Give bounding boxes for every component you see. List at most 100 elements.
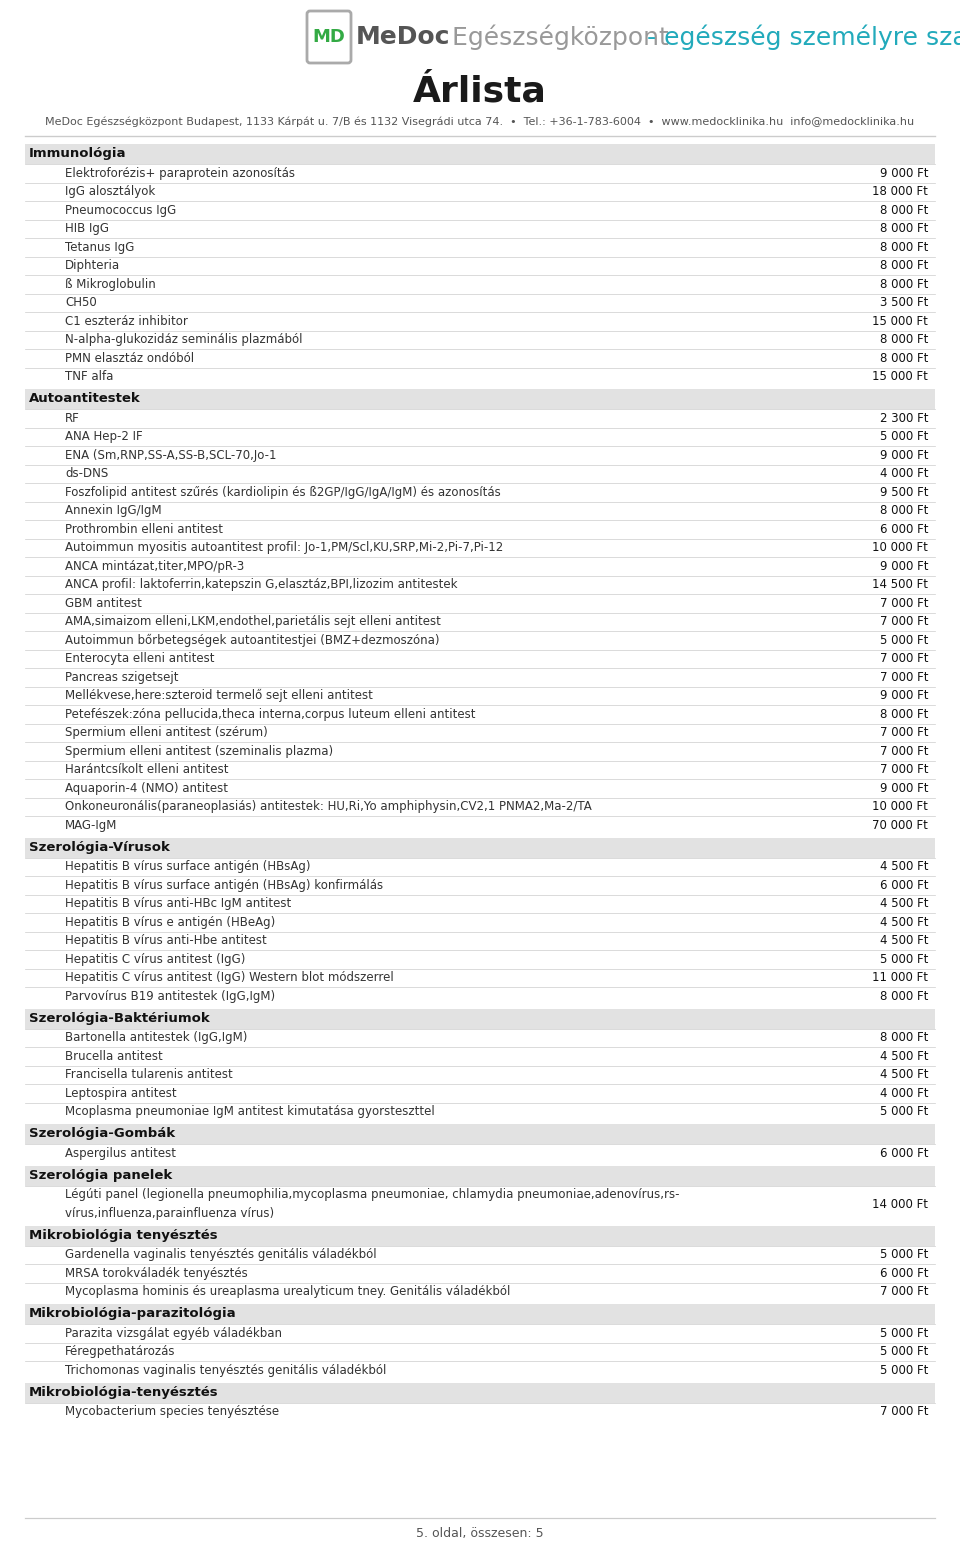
Text: Parazita vizsgálat egyéb váladékban: Parazita vizsgálat egyéb váladékban xyxy=(65,1327,282,1339)
Text: Trichomonas vaginalis tenyésztés genitális váladékból: Trichomonas vaginalis tenyésztés genitál… xyxy=(65,1364,386,1376)
Text: 6 000 Ft: 6 000 Ft xyxy=(879,523,928,536)
Text: Leptospira antitest: Leptospira antitest xyxy=(65,1087,177,1099)
Text: MRSA torokváladék tenyésztés: MRSA torokváladék tenyésztés xyxy=(65,1266,248,1280)
Text: Immunológia: Immunológia xyxy=(29,147,127,161)
Text: 8 000 Ft: 8 000 Ft xyxy=(879,204,928,217)
Text: Árlista: Árlista xyxy=(413,74,547,108)
Text: Szerológia-Vírusok: Szerológia-Vírusok xyxy=(29,841,170,854)
Text: Hepatitis B vírus anti-HBc IgM antitest: Hepatitis B vírus anti-HBc IgM antitest xyxy=(65,898,291,910)
Text: ENA (Sm,RNP,SS-A,SS-B,SCL-70,Jo-1: ENA (Sm,RNP,SS-A,SS-B,SCL-70,Jo-1 xyxy=(65,449,276,461)
Text: Aspergilus antitest: Aspergilus antitest xyxy=(65,1147,176,1159)
Text: 5. oldal, összesen: 5: 5. oldal, összesen: 5 xyxy=(417,1526,543,1540)
Text: Mycobacterium species tenyésztése: Mycobacterium species tenyésztése xyxy=(65,1406,279,1418)
Text: - egészség személyre szabva: - egészség személyre szabva xyxy=(639,25,960,50)
Text: 8 000 Ft: 8 000 Ft xyxy=(879,707,928,721)
Text: ANCA profil: laktoferrin,katepszin G,elasztáz,BPI,lizozim antitestek: ANCA profil: laktoferrin,katepszin G,ela… xyxy=(65,579,458,591)
Bar xyxy=(25,837,935,858)
Text: Enterocyta elleni antitest: Enterocyta elleni antitest xyxy=(65,652,214,666)
Text: MeDoc: MeDoc xyxy=(356,25,450,50)
Text: 5 000 Ft: 5 000 Ft xyxy=(879,430,928,443)
Text: Brucella antitest: Brucella antitest xyxy=(65,1050,163,1063)
Text: 4 000 Ft: 4 000 Ft xyxy=(879,1087,928,1099)
Text: N-alpha-glukozidáz seminális plazmából: N-alpha-glukozidáz seminális plazmából xyxy=(65,333,302,347)
Text: 9 000 Ft: 9 000 Ft xyxy=(879,167,928,180)
Text: 8 000 Ft: 8 000 Ft xyxy=(879,1031,928,1045)
Text: 3 500 Ft: 3 500 Ft xyxy=(879,296,928,310)
Text: Annexin IgG/IgM: Annexin IgG/IgM xyxy=(65,505,161,517)
Text: Francisella tularenis antitest: Francisella tularenis antitest xyxy=(65,1068,232,1081)
Bar xyxy=(25,1166,935,1186)
Text: MAG-IgM: MAG-IgM xyxy=(65,819,117,831)
Text: 8 000 Ft: 8 000 Ft xyxy=(879,351,928,365)
Text: Spermium elleni antitest (szeminalis plazma): Spermium elleni antitest (szeminalis pla… xyxy=(65,745,333,759)
Text: 2 300 Ft: 2 300 Ft xyxy=(879,412,928,424)
Text: Elektroforézis+ paraprotein azonosítás: Elektroforézis+ paraprotein azonosítás xyxy=(65,167,295,180)
Text: vírus,influenza,parainfluenza vírus): vírus,influenza,parainfluenza vírus) xyxy=(65,1207,275,1220)
Text: 4 500 Ft: 4 500 Ft xyxy=(879,1068,928,1081)
Text: GBM antitest: GBM antitest xyxy=(65,596,142,610)
Text: 7 000 Ft: 7 000 Ft xyxy=(879,652,928,666)
Text: 9 000 Ft: 9 000 Ft xyxy=(879,782,928,794)
Text: HIB IgG: HIB IgG xyxy=(65,223,109,235)
Text: Mikrobiológia-parazitológia: Mikrobiológia-parazitológia xyxy=(29,1308,236,1320)
Text: 8 000 Ft: 8 000 Ft xyxy=(879,259,928,272)
Text: MD: MD xyxy=(313,28,346,46)
Text: Mycoplasma hominis és ureaplasma urealyticum tney. Genitális váladékból: Mycoplasma hominis és ureaplasma urealyt… xyxy=(65,1285,511,1299)
Text: Gardenella vaginalis tenyésztés genitális váladékból: Gardenella vaginalis tenyésztés genitáli… xyxy=(65,1248,376,1262)
Text: Mcoplasma pneumoniae IgM antitest kimutatása gyorsteszttel: Mcoplasma pneumoniae IgM antitest kimuta… xyxy=(65,1105,435,1118)
Text: 5 000 Ft: 5 000 Ft xyxy=(879,633,928,647)
Text: 9 500 Ft: 9 500 Ft xyxy=(879,486,928,498)
Text: MeDoc Egészségközpont Budapest, 1133 Kárpát u. 7/B és 1132 Visegrádi utca 74.  •: MeDoc Egészségközpont Budapest, 1133 Kár… xyxy=(45,116,915,127)
Text: Parvovírus B19 antitestek (IgG,IgM): Parvovírus B19 antitestek (IgG,IgM) xyxy=(65,989,276,1003)
Text: 6 000 Ft: 6 000 Ft xyxy=(879,1147,928,1159)
Text: 7 000 Ft: 7 000 Ft xyxy=(879,763,928,776)
Text: 18 000 Ft: 18 000 Ft xyxy=(872,186,928,198)
Text: Szerológia-Gombák: Szerológia-Gombák xyxy=(29,1127,175,1141)
Text: Diphteria: Diphteria xyxy=(65,259,120,272)
Text: Hepatitis C vírus antitest (IgG) Western blot módszerrel: Hepatitis C vírus antitest (IgG) Western… xyxy=(65,971,394,985)
Bar xyxy=(25,1303,935,1324)
Text: 4 500 Ft: 4 500 Ft xyxy=(879,898,928,910)
Text: 7 000 Ft: 7 000 Ft xyxy=(879,745,928,759)
Text: Onkoneuronális(paraneoplasiás) antitestek: HU,Ri,Yo amphiphysin,CV2,1 PNMA2,Ma-2: Onkoneuronális(paraneoplasiás) antiteste… xyxy=(65,800,591,813)
Text: 7 000 Ft: 7 000 Ft xyxy=(879,596,928,610)
Text: Hepatitis B vírus surface antigén (HBsAg): Hepatitis B vírus surface antigén (HBsAg… xyxy=(65,861,310,873)
Bar xyxy=(25,1124,935,1144)
Text: 9 000 Ft: 9 000 Ft xyxy=(879,560,928,573)
Bar xyxy=(25,144,935,164)
Bar xyxy=(25,1382,935,1402)
Text: Tetanus IgG: Tetanus IgG xyxy=(65,241,134,254)
Text: Féregpethatározás: Féregpethatározás xyxy=(65,1345,176,1358)
Text: 70 000 Ft: 70 000 Ft xyxy=(872,819,928,831)
Text: 7 000 Ft: 7 000 Ft xyxy=(879,726,928,740)
Text: 15 000 Ft: 15 000 Ft xyxy=(872,314,928,328)
Text: 4 500 Ft: 4 500 Ft xyxy=(879,935,928,947)
Text: 8 000 Ft: 8 000 Ft xyxy=(879,241,928,254)
Text: Pneumococcus IgG: Pneumococcus IgG xyxy=(65,204,177,217)
Text: 10 000 Ft: 10 000 Ft xyxy=(872,542,928,554)
Text: Mikrobiológia-tenyésztés: Mikrobiológia-tenyésztés xyxy=(29,1385,219,1399)
Text: IgG alosztályok: IgG alosztályok xyxy=(65,186,156,198)
Text: 8 000 Ft: 8 000 Ft xyxy=(879,333,928,347)
Text: 8 000 Ft: 8 000 Ft xyxy=(879,277,928,291)
Bar xyxy=(25,1008,935,1028)
Text: Aquaporin-4 (NMO) antitest: Aquaporin-4 (NMO) antitest xyxy=(65,782,228,794)
Text: 7 000 Ft: 7 000 Ft xyxy=(879,615,928,628)
Text: ds-DNS: ds-DNS xyxy=(65,467,108,480)
Text: Petefészek:zóna pellucida,theca interna,corpus luteum elleni antitest: Petefészek:zóna pellucida,theca interna,… xyxy=(65,707,475,721)
Text: 8 000 Ft: 8 000 Ft xyxy=(879,989,928,1003)
Text: 5 000 Ft: 5 000 Ft xyxy=(879,1105,928,1118)
Text: Prothrombin elleni antitest: Prothrombin elleni antitest xyxy=(65,523,223,536)
Text: Bartonella antitestek (IgG,IgM): Bartonella antitestek (IgG,IgM) xyxy=(65,1031,248,1045)
Bar xyxy=(25,1226,935,1246)
Text: ß Mikroglobulin: ß Mikroglobulin xyxy=(65,277,156,291)
Text: 5 000 Ft: 5 000 Ft xyxy=(879,1345,928,1358)
Text: Autoantitestek: Autoantitestek xyxy=(29,393,141,406)
Text: Harántcsíkolt elleni antitest: Harántcsíkolt elleni antitest xyxy=(65,763,228,776)
Text: 7 000 Ft: 7 000 Ft xyxy=(879,1285,928,1299)
Text: 4 500 Ft: 4 500 Ft xyxy=(879,861,928,873)
Text: TNF alfa: TNF alfa xyxy=(65,370,113,384)
Text: 11 000 Ft: 11 000 Ft xyxy=(872,971,928,985)
Text: 5 000 Ft: 5 000 Ft xyxy=(879,1327,928,1339)
Text: ANA Hep-2 IF: ANA Hep-2 IF xyxy=(65,430,143,443)
